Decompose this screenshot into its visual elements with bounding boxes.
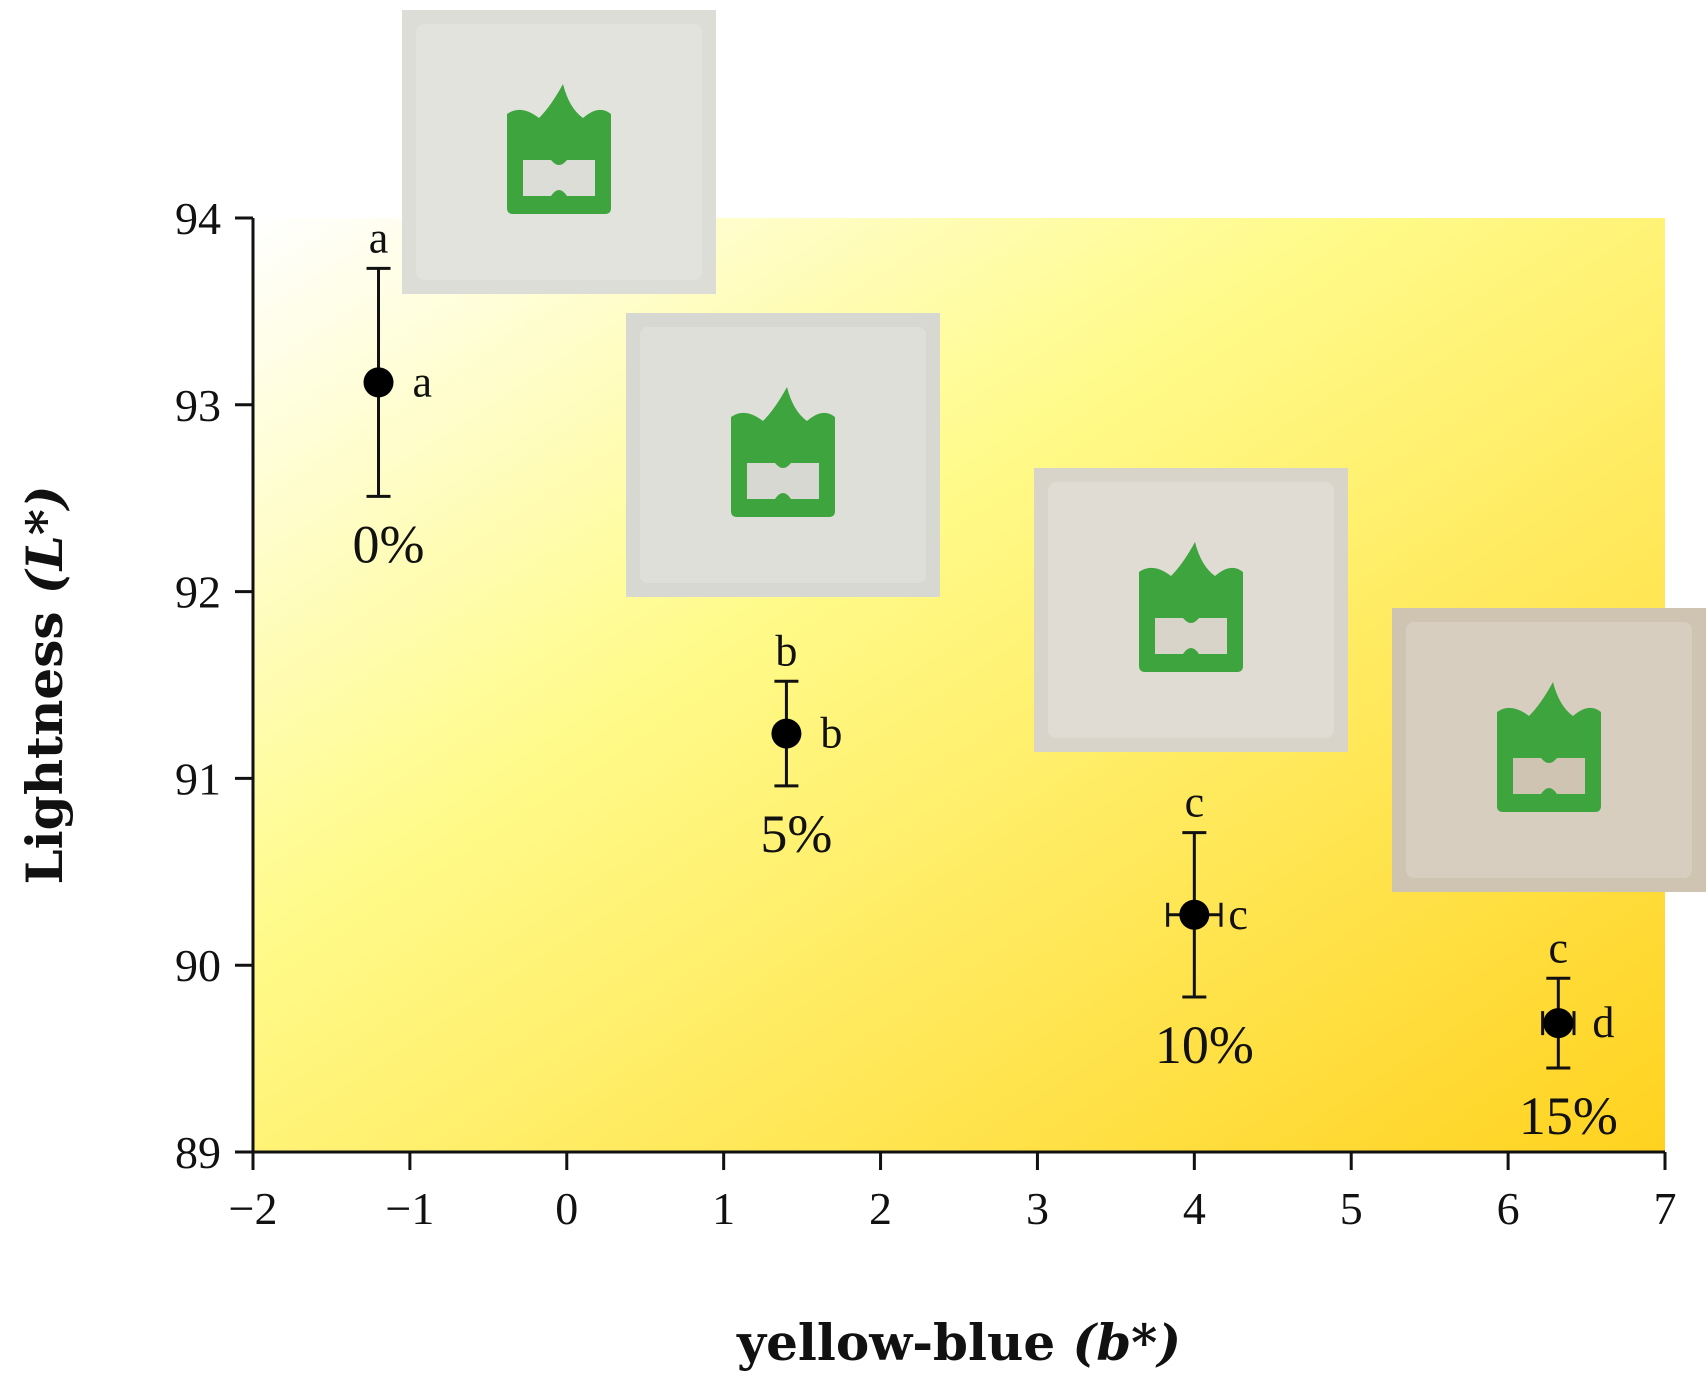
- y-tick-label: 94: [175, 193, 221, 244]
- x-tick-label: 2: [869, 1183, 892, 1234]
- y-tick-label: 90: [175, 940, 221, 991]
- data-point-group: cd 15%: [1519, 923, 1618, 1146]
- y-tick-label: 91: [175, 753, 221, 804]
- x-significance-letter: b: [820, 709, 842, 758]
- x-significance-letter: d: [1592, 998, 1614, 1047]
- y-axis-title-main: Lightness: [15, 594, 74, 884]
- sample-photo: [1034, 468, 1348, 752]
- data-point: [363, 367, 394, 398]
- x-tick-label: 7: [1654, 1183, 1677, 1234]
- logo-cutout: [747, 463, 819, 499]
- logo-cutout: [523, 160, 595, 196]
- data-point: [771, 718, 802, 749]
- data-point: [1543, 1008, 1574, 1039]
- y-significance-letter: c: [1185, 778, 1205, 827]
- sample-photo: [626, 313, 940, 597]
- x-significance-letter: a: [413, 357, 433, 406]
- x-axis-title: yellow-blue (b*): [736, 1313, 1181, 1372]
- y-tick-label: 92: [175, 567, 221, 618]
- y-significance-letter: b: [775, 626, 797, 675]
- y-significance-letter: a: [369, 213, 389, 262]
- logo-cutout: [1155, 618, 1227, 654]
- data-point: [1179, 899, 1210, 930]
- concentration-label: 0%: [353, 514, 425, 574]
- concentration-label: 10%: [1155, 1015, 1254, 1075]
- x-tick-label: 3: [1026, 1183, 1049, 1234]
- logo-cutout: [1513, 758, 1585, 794]
- y-axis-title-variable: (L*): [15, 485, 74, 594]
- x-tick-label: 4: [1183, 1183, 1206, 1234]
- sample-photo: [402, 10, 716, 294]
- data-point-group: a a 0%: [353, 213, 433, 574]
- x-ticks: −2 −1 0 1 2 3 4 5 6 7: [229, 1152, 1677, 1234]
- data-point-group: c c 10%: [1155, 778, 1254, 1075]
- axes: [251, 218, 1665, 1154]
- x-significance-letter: c: [1228, 890, 1248, 939]
- y-axis-title: Lightness (L*): [15, 485, 74, 884]
- x-tick-label: 0: [555, 1183, 578, 1234]
- x-axis-title-variable: (b*): [1073, 1313, 1181, 1372]
- y-ticks: 89 90 91 92 93 94: [175, 193, 253, 1178]
- x-tick-label: 5: [1340, 1183, 1363, 1234]
- y-tick-label: 93: [175, 380, 221, 431]
- sample-photos: [402, 10, 1706, 892]
- x-tick-label: 1: [712, 1183, 735, 1234]
- data-point-group: bb 5%: [760, 626, 842, 864]
- y-significance-letter: c: [1549, 923, 1569, 972]
- concentration-label: 15%: [1519, 1086, 1618, 1146]
- x-tick-label: −1: [385, 1183, 434, 1234]
- sample-photo: [1392, 608, 1706, 892]
- x-tick-label: 6: [1497, 1183, 1520, 1234]
- y-tick-label: 89: [175, 1127, 221, 1178]
- x-axis-title-main: yellow-blue: [736, 1313, 1073, 1372]
- x-tick-label: −2: [229, 1183, 278, 1234]
- concentration-label: 5%: [760, 804, 832, 864]
